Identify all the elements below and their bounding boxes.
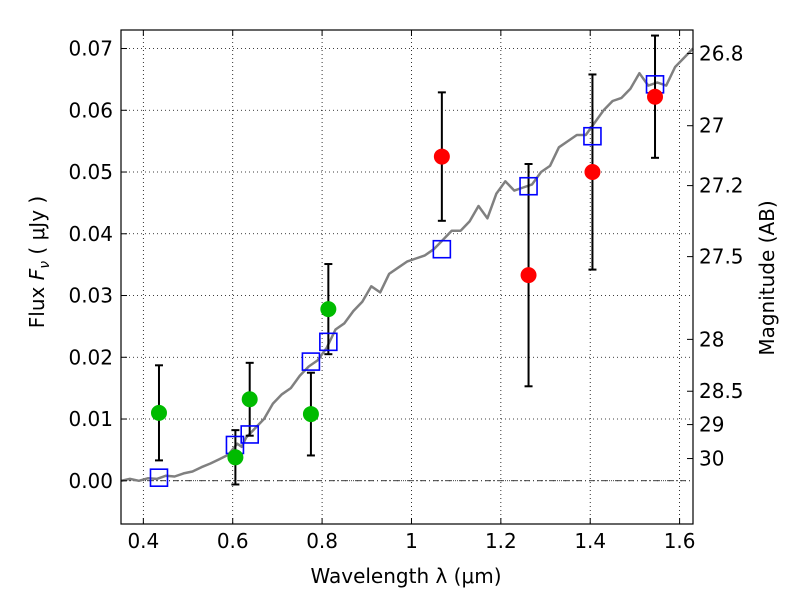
y-tick-label: 0.06 <box>68 98 113 122</box>
right-axis-label: Magnitude (AB) <box>755 200 779 355</box>
y-tick-label: 0.03 <box>68 284 113 308</box>
y-tick-label: 0.05 <box>68 160 113 184</box>
photometry-point <box>321 302 336 317</box>
y-axis-label-symbol: F <box>25 268 49 280</box>
x-tick-label: 1.4 <box>574 529 606 553</box>
photometry-point <box>521 268 536 283</box>
y-tick-label: 0.02 <box>68 345 113 369</box>
x-tick-label: 1 <box>405 529 418 553</box>
x-tick-label: 0.4 <box>127 529 159 553</box>
right-tick-label: 27.5 <box>699 245 744 269</box>
right-tick-label: 30 <box>699 447 724 471</box>
y-tick-label: 0.00 <box>68 469 113 493</box>
photometry-point <box>228 450 243 465</box>
y-axis-label-post: ( μJy ) <box>25 196 49 261</box>
chart-background <box>0 0 800 600</box>
x-axis-label: Wavelength λ (μm) <box>310 564 501 588</box>
photometry-point <box>434 149 449 164</box>
right-tick-label: 27 <box>699 114 724 138</box>
sed-chart: 0.4 0.6 0.8 1 1.2 1.4 1.6 0.00 0.01 0.02 0.03 0.04 0… <box>0 0 800 600</box>
photometry-point <box>585 165 600 180</box>
photometry-point <box>242 392 257 407</box>
right-tick-label: 27.2 <box>699 174 744 198</box>
right-tick-label: 28 <box>699 327 724 351</box>
y-tick-label: 0.07 <box>68 37 113 61</box>
y-tick-label: 0.04 <box>68 222 113 246</box>
x-tick-label: 0.6 <box>217 529 249 553</box>
y-axis-label-subscript: ν <box>37 261 53 269</box>
x-tick-label: 1.6 <box>664 529 696 553</box>
y-tick-label: 0.01 <box>68 407 113 431</box>
y-axis-label-pre: Flux <box>25 280 49 328</box>
photometry-point <box>303 407 318 422</box>
right-tick-label: 29 <box>699 413 724 437</box>
right-tick-label: 28.5 <box>699 379 744 403</box>
x-tick-label: 0.8 <box>306 529 338 553</box>
photometry-point <box>151 405 166 420</box>
x-tick-label: 1.2 <box>485 529 517 553</box>
right-tick-label: 26.8 <box>699 41 744 65</box>
photometry-point <box>648 89 663 104</box>
